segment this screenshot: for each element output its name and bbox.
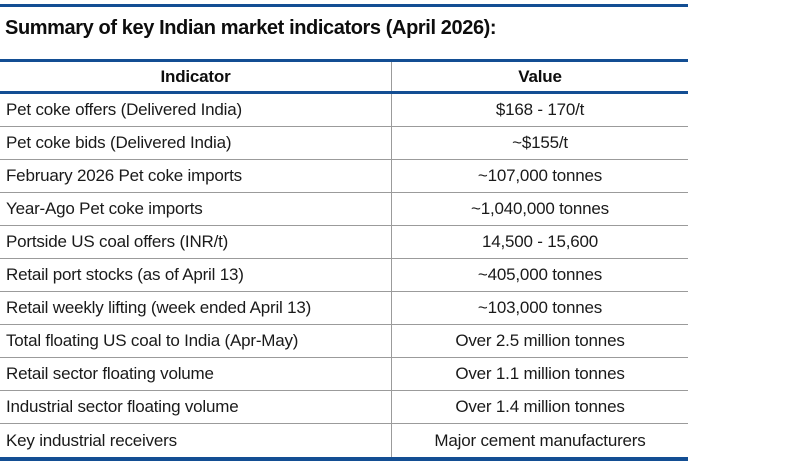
- table-row: Pet coke offers (Delivered India) $168 -…: [0, 94, 688, 127]
- indicator-cell: Pet coke bids (Delivered India): [0, 127, 392, 159]
- table-row: Total floating US coal to India (Apr-May…: [0, 325, 688, 358]
- value-cell: Over 2.5 million tonnes: [455, 331, 625, 350]
- indicator-cell: Year-Ago Pet coke imports: [0, 193, 392, 225]
- value-cell: Over 1.4 million tonnes: [455, 397, 625, 416]
- indicator-cell: Retail weekly lifting (week ended April …: [0, 292, 392, 324]
- value-cell: ~103,000 tonnes: [477, 298, 603, 317]
- indicator-cell: Portside US coal offers (INR/t): [0, 226, 392, 258]
- indicator-cell: February 2026 Pet coke imports: [0, 160, 392, 192]
- value-cell: $168 - 170/t: [495, 100, 585, 119]
- indicator-cell: Retail port stocks (as of April 13): [0, 259, 392, 291]
- page-title: Summary of key Indian market indicators …: [5, 17, 497, 39]
- table-row: Industrial sector floating volume Over 1…: [0, 391, 688, 424]
- value-cell: ~405,000 tonnes: [477, 265, 603, 284]
- table-row: Retail port stocks (as of April 13) ~405…: [0, 259, 688, 292]
- value-cell: Over 1.1 million tonnes: [455, 364, 625, 383]
- table-header-row: Indicator Value: [0, 62, 688, 94]
- value-cell: Major cement manufacturers: [434, 430, 646, 450]
- table-row: Year-Ago Pet coke imports ~1,040,000 ton…: [0, 193, 688, 226]
- table-row: Pet coke bids (Delivered India) ~$155/t: [0, 127, 688, 160]
- value-cell: ~107,000 tonnes: [477, 166, 603, 185]
- table-row: Retail sector floating volume Over 1.1 m…: [0, 358, 688, 391]
- indicator-cell: Pet coke offers (Delivered India): [0, 94, 392, 126]
- value-cell: ~1,040,000 tonnes: [471, 199, 609, 218]
- top-horizontal-rule: [0, 4, 688, 7]
- table-row: Retail weekly lifting (week ended April …: [0, 292, 688, 325]
- value-column-header: Value: [518, 66, 562, 86]
- market-indicators-table: Indicator Value Pet coke offers (Deliver…: [0, 59, 688, 461]
- value-cell: 14,500 - 15,600: [481, 232, 599, 251]
- indicator-cell: Total floating US coal to India (Apr-May…: [0, 325, 392, 357]
- indicator-cell: Industrial sector floating volume: [0, 391, 392, 423]
- indicator-cell: Key industrial receivers: [0, 424, 392, 457]
- value-cell: ~$155/t: [512, 133, 568, 152]
- table-row: February 2026 Pet coke imports ~107,000 …: [0, 160, 688, 193]
- indicator-column-header: Indicator: [0, 62, 392, 91]
- indicator-cell: Retail sector floating volume: [0, 358, 392, 390]
- table-row: Key industrial receivers Major cement ma…: [0, 424, 688, 457]
- table-row: Portside US coal offers (INR/t) 14,500 -…: [0, 226, 688, 259]
